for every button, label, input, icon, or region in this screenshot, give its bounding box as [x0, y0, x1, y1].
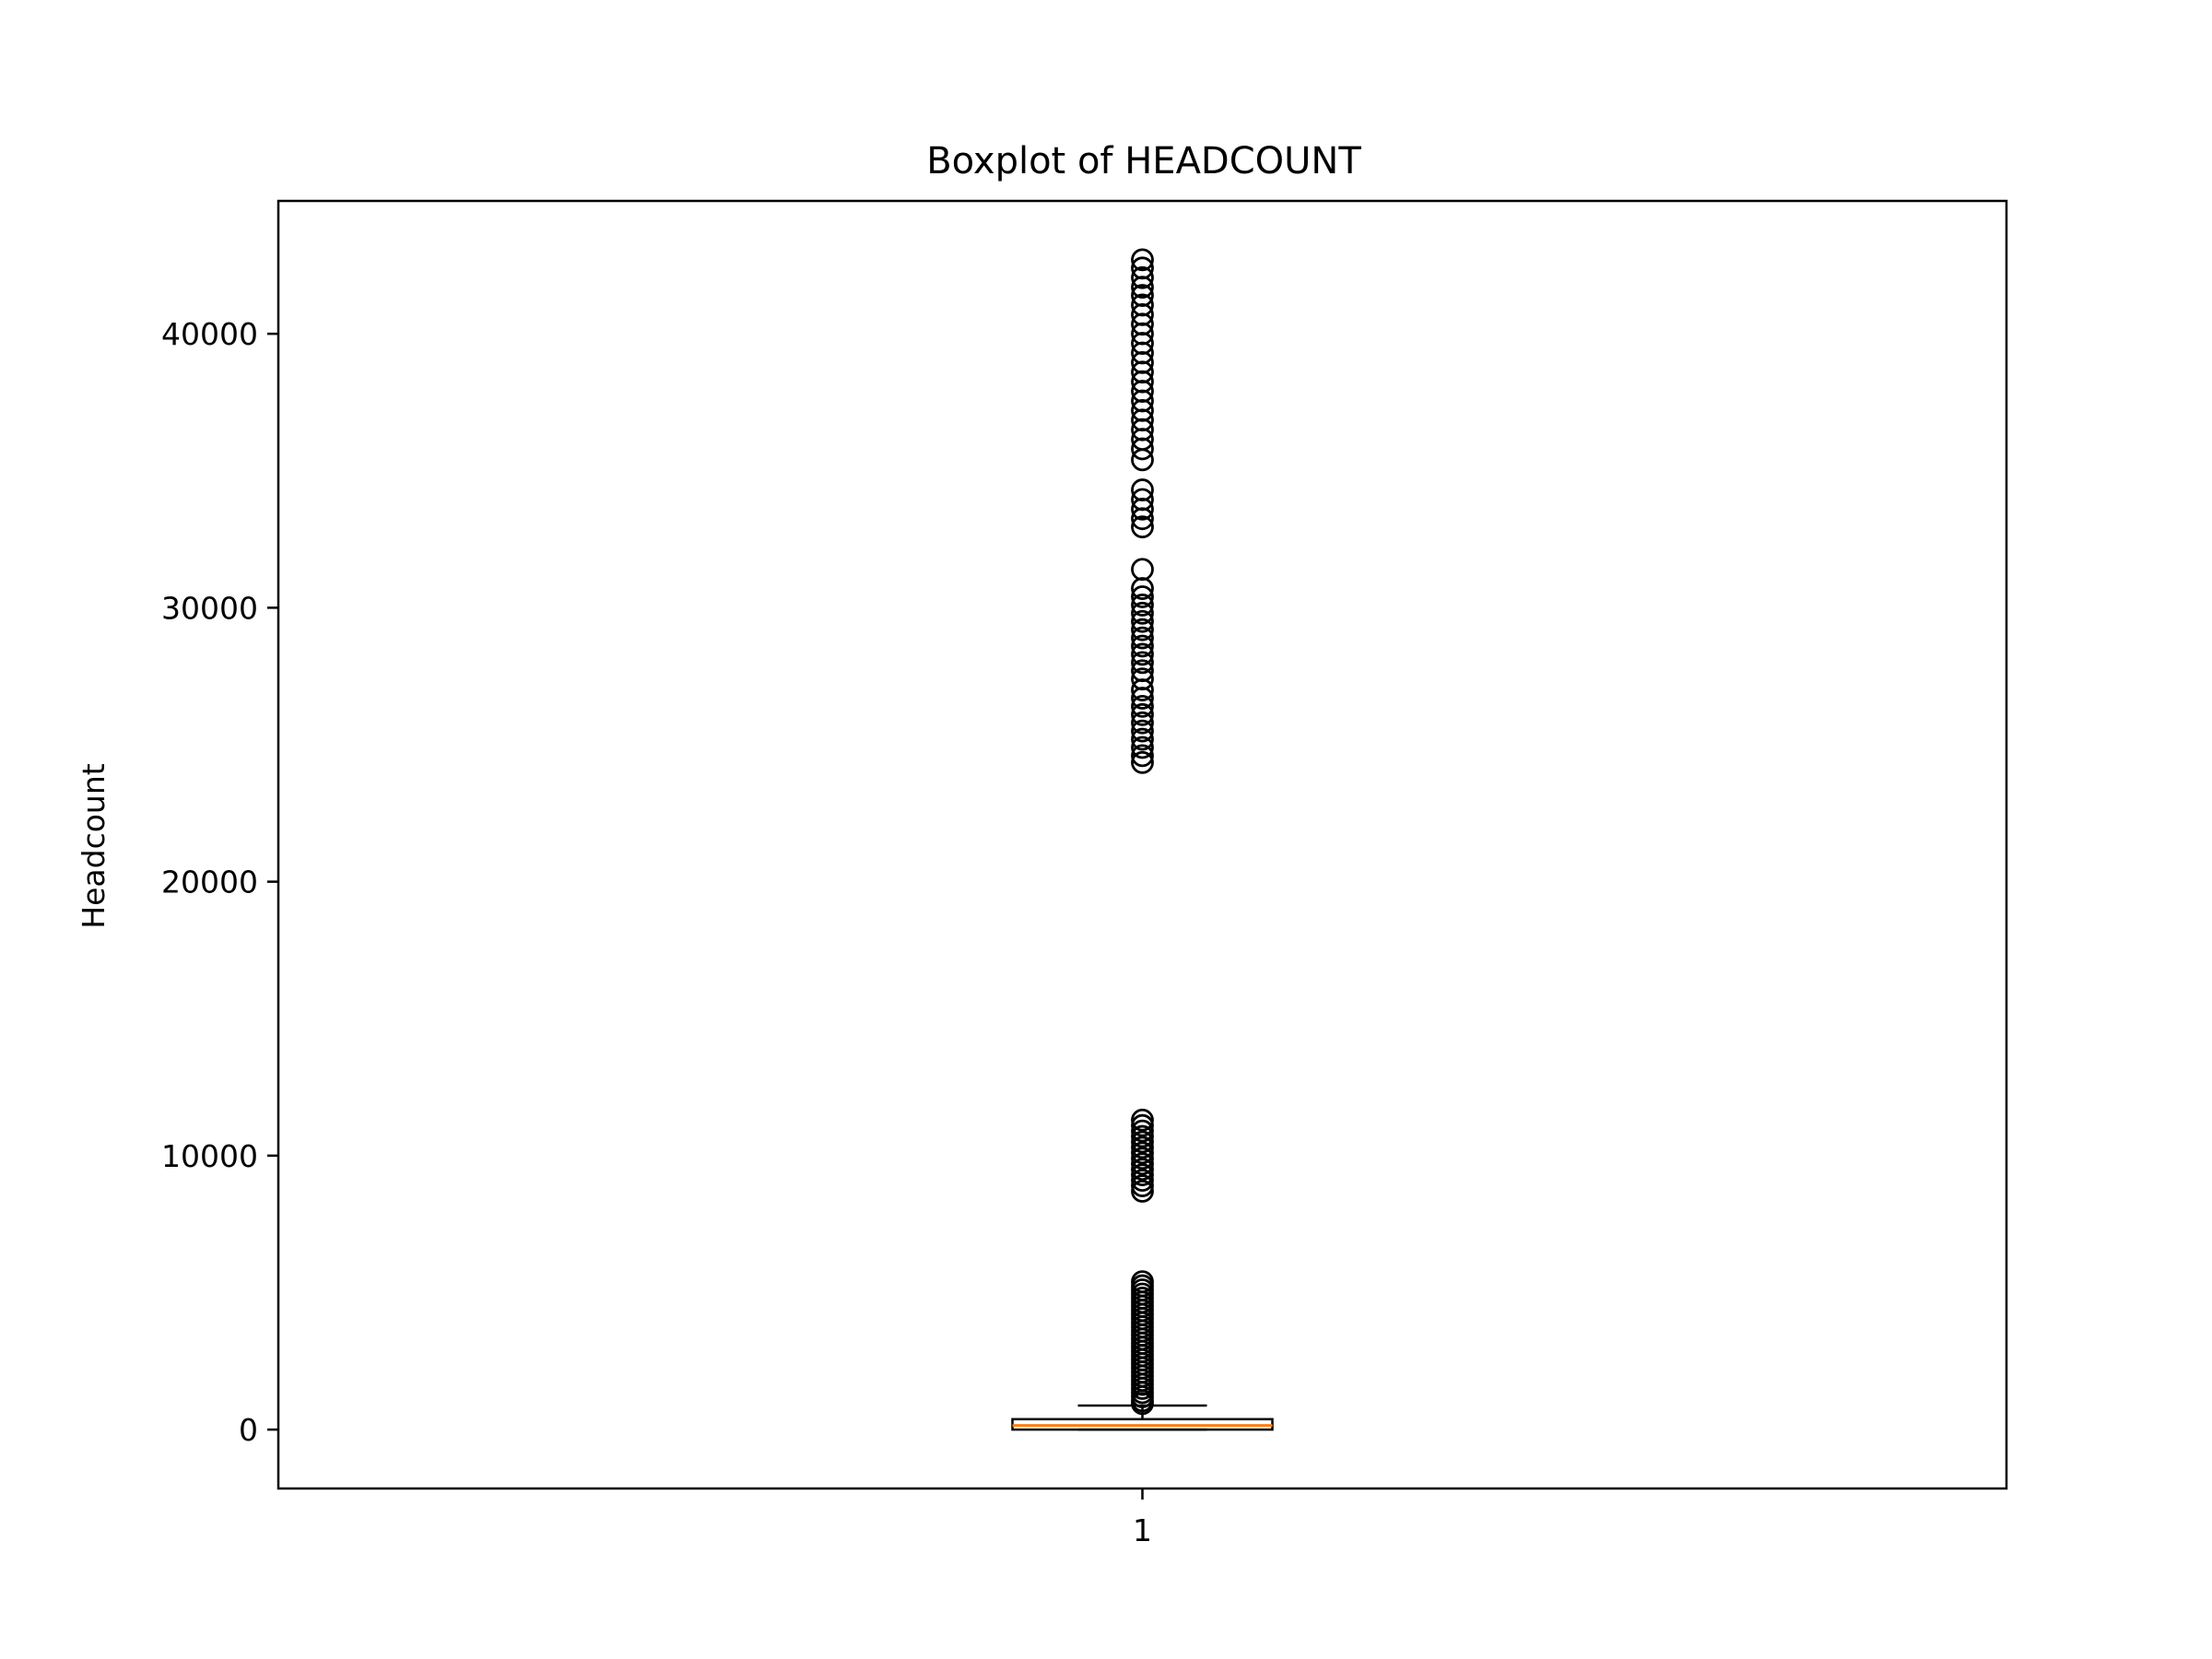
chart-title: Boxplot of HEADCOUNT	[926, 140, 1361, 182]
outlier-point	[1131, 515, 1154, 539]
outlier-point	[1131, 634, 1154, 658]
outlier-point	[1131, 609, 1154, 633]
outlier-point	[1131, 744, 1154, 768]
outlier-point	[1131, 1119, 1154, 1143]
outlier-point	[1131, 678, 1154, 701]
outlier-point	[1131, 727, 1154, 751]
outlier-point	[1131, 1113, 1154, 1137]
outlier-point	[1131, 1180, 1154, 1203]
outlier-point	[1131, 507, 1154, 531]
outlier-point	[1131, 1392, 1154, 1416]
outlier-point	[1131, 585, 1154, 608]
outlier-point	[1131, 265, 1154, 289]
outlier-point	[1131, 1163, 1154, 1187]
y-tick-label: 20000	[161, 865, 258, 900]
outlier-point	[1131, 642, 1154, 666]
y-tick-label: 30000	[161, 590, 258, 626]
outlier-point	[1131, 448, 1154, 472]
outlier-point	[1131, 1130, 1154, 1154]
outlier-point	[1131, 276, 1154, 300]
outlier-point	[1131, 1152, 1154, 1176]
y-axis-title: Headcount	[76, 763, 112, 928]
outlier-point	[1131, 497, 1154, 521]
outlier-point	[1131, 248, 1154, 272]
outlier-point	[1131, 1158, 1154, 1182]
outlier-point	[1131, 577, 1154, 600]
outlier-point	[1131, 618, 1154, 641]
y-tick-label: 40000	[161, 316, 258, 352]
outlier-point	[1131, 1135, 1154, 1159]
outlier-point	[1131, 719, 1154, 743]
outlier-point	[1131, 626, 1154, 650]
outlier-point	[1131, 594, 1154, 617]
outlier-point	[1131, 1124, 1154, 1148]
plot-frame	[276, 199, 2008, 1490]
outlier-point	[1131, 1141, 1154, 1165]
plot-area	[1011, 248, 1274, 1431]
outlier-point	[1131, 651, 1154, 675]
outlier-point	[1131, 558, 1154, 582]
y-tick-label: 10000	[161, 1138, 258, 1174]
outlier-point	[1131, 601, 1154, 625]
outlier-point	[1131, 735, 1154, 759]
x-tick-label: 1	[1133, 1512, 1152, 1548]
x-axis: 1	[1133, 1488, 1152, 1548]
outlier-point	[1131, 750, 1154, 774]
outlier-point	[1131, 1169, 1154, 1193]
y-tick-label: 0	[239, 1412, 258, 1448]
outlier-point	[1131, 711, 1154, 735]
outlier-point	[1131, 1147, 1154, 1171]
outlier-point	[1131, 702, 1154, 726]
outlier-point	[1131, 687, 1154, 710]
outlier-point	[1131, 694, 1154, 718]
outlier-point	[1131, 1108, 1154, 1132]
outlier-point	[1131, 437, 1154, 461]
outlier-point	[1131, 1174, 1154, 1197]
y-axis: 0 10000 20000 30000 40000	[161, 316, 278, 1448]
